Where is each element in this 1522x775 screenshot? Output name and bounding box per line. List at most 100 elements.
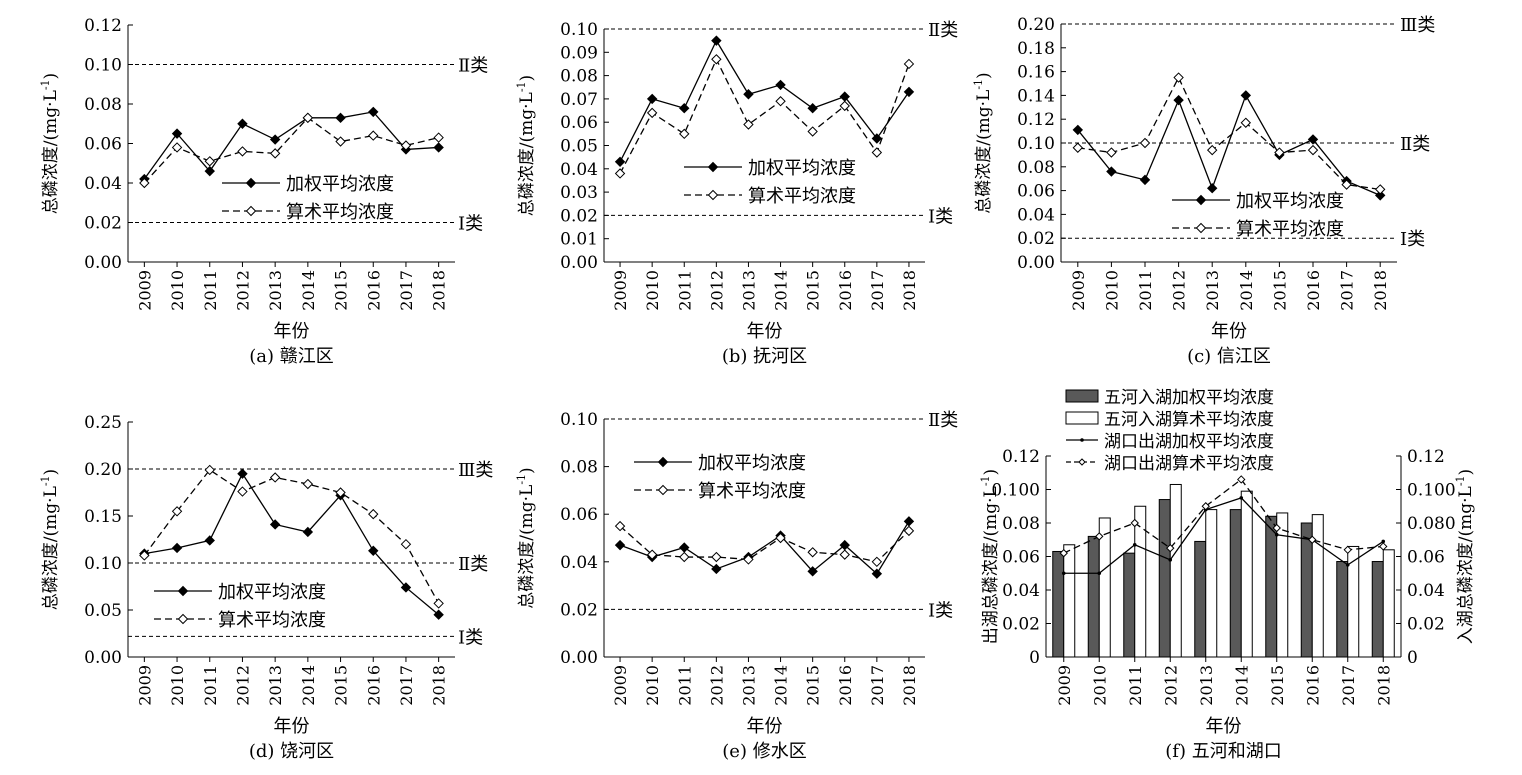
bar: [1240, 490, 1253, 658]
data-point: [711, 563, 722, 575]
data-point: [237, 486, 248, 497]
y-tick-label: 0.10: [560, 20, 598, 40]
x-tick-label: 2014: [1237, 270, 1256, 311]
legend-swatch: [1065, 389, 1099, 403]
data-point: [1239, 496, 1244, 500]
chart-panel-2: 0.00 0.01 0.02 0.03 0.04 0.05 0.06 0.07 0.08 0.09…: [515, 20, 958, 367]
data-point: [1139, 174, 1151, 186]
reference-line-label: Ⅰ类: [458, 627, 483, 648]
data-point: [302, 526, 314, 538]
bar: [1123, 552, 1136, 658]
x-tick-label: 2013: [266, 270, 285, 311]
series-line-1: [1063, 497, 1384, 574]
x-tick-label: 2011: [675, 665, 694, 706]
legend-label: 算术平均浓度: [1236, 219, 1344, 240]
data-point: [775, 532, 786, 544]
chart-caption: (e) 修水区: [722, 741, 806, 762]
bar: [1265, 515, 1278, 658]
y-tick-label: 0.04: [560, 160, 598, 180]
reference-line-label: Ⅰ类: [928, 206, 953, 227]
data-point: [1240, 90, 1252, 101]
legend-label: 加权平均浓度: [1236, 191, 1344, 212]
y-tick-label-right: 0.080: [1407, 514, 1456, 534]
bar: [1336, 561, 1349, 658]
x-tick-label: 2009: [611, 270, 630, 311]
data-point: [679, 551, 690, 563]
bar: [1087, 535, 1100, 658]
series-line-2: [619, 525, 910, 563]
x-tick-label: 2016: [364, 270, 383, 311]
data-point: [1272, 523, 1281, 533]
data-point: [646, 549, 658, 560]
legend-marker: [707, 189, 719, 201]
chart-panel-3: 0.00 0.02 0.04 0.06 0.08 0.10 0.12 0.14 0.16 0.18…: [972, 15, 1435, 367]
data-point: [1345, 563, 1350, 567]
bar: [1169, 483, 1182, 658]
data-point: [237, 146, 248, 157]
data-point: [614, 168, 626, 179]
data-point: [807, 566, 818, 577]
data-point: [335, 112, 346, 124]
reference-line-label: Ⅰ类: [458, 214, 483, 235]
x-tick-label: 2009: [611, 665, 630, 706]
legend-marker: [657, 456, 669, 468]
x-tick-label: 2018: [430, 665, 449, 706]
data-point: [269, 148, 281, 159]
x-tick-label: 2010: [643, 270, 662, 311]
data-point: [871, 556, 883, 568]
x-tick-label: 2016: [1303, 665, 1322, 706]
y-tick-label-left: 0.02: [1002, 615, 1040, 635]
data-point: [711, 54, 722, 65]
data-point: [1168, 558, 1173, 562]
legend-label: 加权平均浓度: [748, 158, 856, 179]
data-point: [903, 525, 915, 537]
y-tick-label: 0.10: [84, 56, 122, 76]
x-tick-label: 2010: [168, 665, 187, 706]
data-point: [839, 100, 850, 112]
y-axis-title: 总磷浓度/(mg·L-1): [515, 75, 537, 216]
y-axis-title: 总磷浓度/(mg·L-1): [39, 73, 61, 214]
legend-marker: [657, 484, 669, 496]
y-tick-label: 0.09: [560, 43, 598, 63]
y-tick-label: 0.08: [560, 67, 598, 87]
data-point: [139, 177, 150, 189]
chart-panel-6: 0 0.02 0.04 0.06 0.08 0.100 0.12 0 0.02 0.04 0.06 0…: [979, 388, 1476, 762]
chart-panel-5: 0.00 0.02 0.04 0.06 0.08 0.10 2009 2010 2011 2012…: [515, 410, 958, 762]
data-point: [807, 126, 818, 137]
data-point: [646, 107, 658, 119]
x-tick-label: 2012: [1161, 665, 1180, 706]
y-tick-label: 0.16: [1017, 63, 1055, 83]
data-point: [743, 119, 754, 130]
data-point: [1130, 518, 1139, 528]
data-point: [269, 519, 281, 530]
x-tick-label: 2015: [332, 270, 351, 311]
x-tick-label: 2013: [739, 270, 758, 311]
x-tick-label: 2018: [1371, 270, 1390, 311]
reference-line-label: Ⅰ类: [928, 600, 953, 621]
bar: [1098, 517, 1111, 658]
x-tick-label: 2018: [900, 270, 919, 311]
y-tick-label: 0.06: [560, 505, 598, 525]
data-point: [1237, 475, 1246, 484]
y-tick-label-right: 0.06: [1407, 548, 1445, 568]
y-tick-label: 0.05: [560, 137, 598, 157]
x-axis-title: 年份: [747, 321, 783, 342]
y-tick-label-right: 0.100: [1407, 481, 1456, 501]
x-tick-label: 2012: [233, 665, 252, 706]
legend-marker: [1195, 194, 1207, 206]
data-point: [400, 140, 412, 151]
legend-label: 算术平均浓度: [748, 186, 856, 207]
x-tick-label: 2013: [739, 665, 758, 706]
y-tick-label: 0.10: [84, 554, 122, 574]
y-tick-label: 0.00: [560, 648, 598, 668]
legend-label: 算术平均浓度: [286, 202, 394, 223]
x-axis-title: 年份: [274, 716, 310, 737]
data-point: [171, 128, 183, 139]
data-point: [1201, 502, 1210, 511]
y-tick-label: 0.08: [84, 95, 122, 115]
data-point: [1173, 72, 1184, 83]
x-tick-label: 2010: [643, 665, 662, 706]
y-tick-label: 0.20: [1017, 15, 1055, 35]
legend-marker: [1078, 458, 1086, 466]
x-tick-label: 2017: [1338, 270, 1357, 311]
